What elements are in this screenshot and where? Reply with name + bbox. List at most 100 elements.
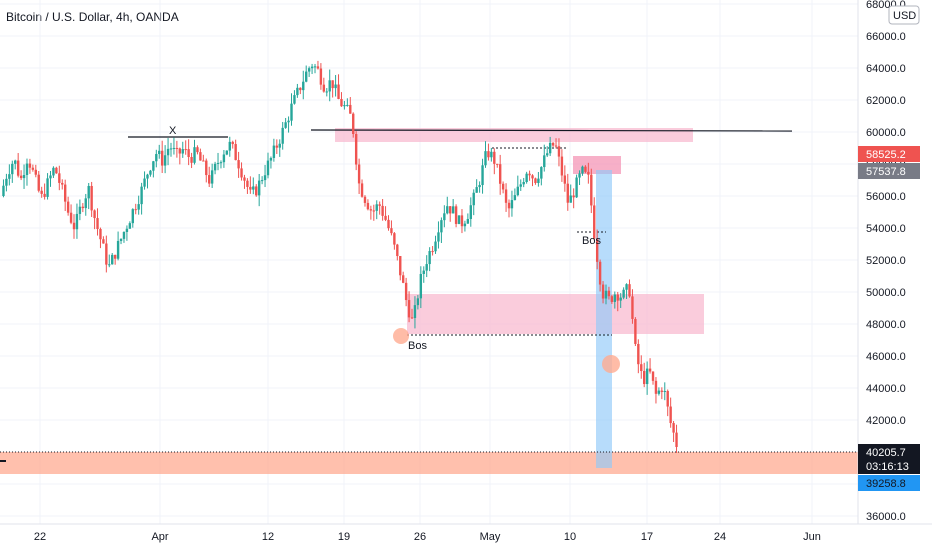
price-tick-label: 52000.0 [866, 255, 906, 267]
candle-body [184, 149, 187, 151]
bos-circle-1[interactable] [393, 328, 409, 344]
candle-body [166, 148, 170, 156]
candle-body [660, 390, 664, 392]
candle-body [290, 103, 293, 121]
candle-body [63, 184, 67, 202]
candle-body [519, 184, 522, 187]
candle-body [243, 177, 246, 181]
candle-body [416, 298, 420, 306]
candle-body [99, 228, 102, 240]
candle-body [278, 143, 281, 148]
candle-body [537, 178, 540, 183]
candle-body [598, 261, 602, 285]
candle-body [663, 390, 666, 392]
candle-body [319, 68, 323, 85]
candle-body [590, 174, 593, 206]
candle-body [8, 174, 11, 179]
candle-body [287, 120, 290, 123]
currency-badge-label: USD [893, 10, 916, 22]
time-tick-label: Jun [803, 531, 821, 543]
candle-body [202, 160, 205, 162]
time-tick-label: 19 [338, 531, 350, 543]
bos-circle-2[interactable] [602, 355, 620, 373]
candle-body [643, 370, 646, 385]
candle-body [672, 423, 675, 433]
price-tag-label: 57537.8 [866, 166, 906, 178]
candle-body [393, 233, 396, 245]
candle-body [196, 147, 199, 153]
candle-body [78, 206, 82, 214]
candle-body [16, 160, 20, 176]
candle-body [340, 98, 343, 107]
candle-body [498, 164, 502, 184]
candle-body [22, 175, 26, 179]
candle-body [443, 213, 446, 221]
candle-body [269, 157, 273, 161]
candle-body [566, 183, 569, 203]
candle-body [613, 294, 617, 302]
currency-badge[interactable] [888, 5, 920, 25]
candle-body [257, 180, 261, 196]
candle-body [137, 204, 140, 210]
candle-body [354, 133, 358, 165]
candle-body [363, 196, 367, 203]
candle-body [360, 183, 364, 197]
candle-body [281, 127, 284, 144]
candle-body [219, 162, 223, 164]
candlestick-series [2, 60, 678, 453]
candle-body [90, 185, 93, 211]
price-tag [858, 475, 920, 491]
candle-body [372, 210, 375, 212]
demand-zone-49k[interactable] [407, 294, 704, 334]
candle-body [58, 173, 61, 183]
candle-body [346, 104, 349, 106]
candle-body [49, 175, 52, 179]
candle-body [155, 154, 158, 162]
resistance-line-60k[interactable] [310, 129, 793, 132]
candle-body [160, 150, 164, 166]
candle-body [25, 163, 29, 176]
time-axis[interactable]: 22 Apr 12 19 26 May 10 17 24 Jun [34, 531, 821, 543]
candle-body [631, 296, 634, 319]
candle-body [510, 200, 514, 209]
candle-body [172, 147, 176, 149]
candle-body [554, 145, 558, 147]
candle-body [310, 66, 314, 69]
candle-body [28, 163, 32, 168]
candle-body [516, 186, 520, 196]
price-tag [858, 444, 920, 460]
candle-body [387, 219, 390, 229]
time-tick-label: 26 [414, 531, 426, 543]
candle-body [651, 371, 655, 381]
candle-body [401, 275, 405, 283]
candle-body [648, 368, 652, 372]
blue-projection-bar[interactable] [596, 170, 612, 468]
candle-body [75, 213, 79, 230]
candle-body [296, 87, 299, 96]
candle-body [490, 151, 493, 158]
candle-body [522, 181, 525, 185]
candle-body [451, 206, 455, 214]
candle-body [55, 167, 58, 174]
bos-label-2: Bos [582, 235, 601, 247]
candle-body [543, 155, 546, 168]
candle-body [37, 174, 40, 191]
candle-body [337, 84, 340, 99]
candle-body [390, 228, 393, 234]
candle-body [616, 294, 619, 301]
candle-body [657, 390, 661, 394]
candle-body [666, 390, 669, 407]
supply-zone-60k[interactable] [335, 128, 693, 142]
candle-body [334, 84, 337, 89]
price-axis[interactable]: 68000.066000.064000.062000.060000.058000… [866, 0, 906, 523]
orange-zone-bottom[interactable] [0, 452, 858, 474]
candle-body [96, 218, 99, 229]
candle-body [369, 209, 373, 211]
price-tick-label: 48000.0 [866, 319, 906, 331]
candle-body [81, 206, 85, 209]
candle-body [131, 209, 134, 224]
price-tick-label: 66000.0 [866, 31, 906, 43]
candle-body [593, 205, 596, 239]
candle-body [475, 187, 478, 193]
